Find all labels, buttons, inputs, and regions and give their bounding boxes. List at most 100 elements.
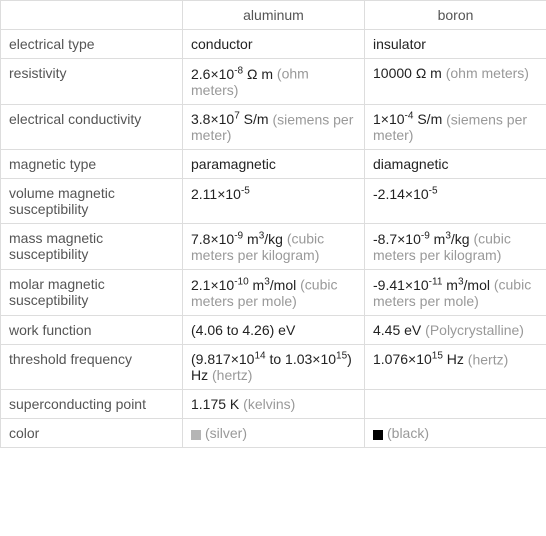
- unit-note: (Polycrystalline): [421, 322, 524, 338]
- tail: Ω m: [243, 66, 273, 82]
- exponent: -11: [429, 276, 443, 287]
- cell-boron-electrical-conductivity: 1×10-4 S/m (siemens per meter): [365, 104, 546, 150]
- base: 2.6×10: [191, 66, 234, 82]
- row-label-electrical-conductivity: electrical conductivity: [1, 104, 183, 150]
- tail: S/m: [240, 111, 269, 127]
- tail: Hz: [443, 351, 464, 367]
- unit-note: (ohm meters): [442, 65, 529, 81]
- table-row: threshold frequency (9.817×1014 to 1.03×…: [1, 344, 546, 390]
- base: 1.076×10: [373, 351, 432, 367]
- cell-boron-volume-magnetic-susceptibility: -2.14×10-5: [365, 179, 546, 224]
- unit-note: (kelvins): [239, 396, 295, 412]
- row-label-volume-magnetic-susceptibility: volume magnetic susceptibility: [1, 179, 183, 224]
- cell-value: 2.6×10-8 Ω m: [191, 66, 273, 82]
- properties-table: aluminum boron electrical type conductor…: [0, 0, 546, 448]
- header-blank: [1, 1, 183, 30]
- cell-value: 1.076×1015 Hz: [373, 351, 464, 367]
- cell-value: 3.8×107 S/m: [191, 111, 269, 127]
- base: 2.1×10: [191, 277, 234, 293]
- cell-value: 2.1×10-10 m3/mol: [191, 277, 296, 293]
- exponent: -10: [234, 276, 248, 287]
- base: -8.7×10: [373, 231, 421, 247]
- cell-value: (4.06 to 4.26) eV: [191, 322, 295, 338]
- base: 7.8×10: [191, 231, 234, 247]
- cell-value: -2.14×10-5: [373, 186, 438, 202]
- cell-aluminum-electrical-conductivity: 3.8×107 S/m (siemens per meter): [183, 104, 365, 150]
- row-label-magnetic-type: magnetic type: [1, 150, 183, 179]
- cell-value: 2.11×10-5: [191, 186, 250, 202]
- row-label-molar-magnetic-susceptibility: molar magnetic susceptibility: [1, 269, 183, 315]
- cell-boron-threshold-frequency: 1.076×1015 Hz (hertz): [365, 344, 546, 390]
- cell-value: 1×10-4 S/m: [373, 111, 442, 127]
- row-label-threshold-frequency: threshold frequency: [1, 344, 183, 390]
- cell-aluminum-superconducting-point: 1.175 K (kelvins): [183, 390, 365, 419]
- cell-aluminum-electrical-type: conductor: [183, 30, 365, 59]
- cell-value: 7.8×10-9 m3/kg: [191, 231, 283, 247]
- exponent: -8: [234, 65, 243, 76]
- cell-value: 10000 Ω m: [373, 65, 442, 81]
- cell-aluminum-magnetic-type: paramagnetic: [183, 150, 365, 179]
- range-open: (9.817×10: [191, 351, 254, 367]
- base: 1×10: [373, 111, 405, 127]
- cell-boron-magnetic-type: diamagnetic: [365, 150, 546, 179]
- cell-aluminum-molar-magnetic-susceptibility: 2.1×10-10 m3/mol (cubic meters per mole): [183, 269, 365, 315]
- tail: S/m: [413, 111, 442, 127]
- base: -9.41×10: [373, 277, 429, 293]
- cell-boron-resistivity: 10000 Ω m (ohm meters): [365, 59, 546, 105]
- cell-value: -9.41×10-11 m3/mol: [373, 277, 490, 293]
- exponent: -5: [429, 185, 438, 196]
- cell-aluminum-resistivity: 2.6×10-8 Ω m (ohm meters): [183, 59, 365, 105]
- unit-note: (hertz): [208, 367, 252, 383]
- cell-value: -8.7×10-9 m3/kg: [373, 231, 470, 247]
- cell-aluminum-threshold-frequency: (9.817×1014 to 1.03×1015) Hz (hertz): [183, 344, 365, 390]
- header-boron: boron: [365, 1, 546, 30]
- row-label-mass-magnetic-susceptibility: mass magnetic susceptibility: [1, 224, 183, 270]
- table-row: color (silver) (black): [1, 419, 546, 448]
- cell-value: diamagnetic: [373, 156, 449, 172]
- exponent: 15: [336, 351, 347, 362]
- exponent: -9: [421, 230, 430, 241]
- exponent: 15: [432, 351, 443, 362]
- color-swatch-icon: [191, 430, 201, 440]
- table-row: volume magnetic susceptibility 2.11×10-5…: [1, 179, 546, 224]
- cell-value: insulator: [373, 36, 426, 52]
- unit-base: m: [243, 231, 259, 247]
- table-row: magnetic type paramagnetic diamagnetic: [1, 150, 546, 179]
- base: 3.8×10: [191, 111, 234, 127]
- exponent: -9: [234, 230, 243, 241]
- table-row: mass magnetic susceptibility 7.8×10-9 m3…: [1, 224, 546, 270]
- cell-boron-work-function: 4.45 eV (Polycrystalline): [365, 315, 546, 344]
- row-label-color: color: [1, 419, 183, 448]
- base: -2.14×10: [373, 186, 429, 202]
- header-aluminum: aluminum: [183, 1, 365, 30]
- row-label-resistivity: resistivity: [1, 59, 183, 105]
- range-mid: to 1.03×10: [266, 351, 336, 367]
- cell-boron-superconducting-point: [365, 390, 546, 419]
- table-row: molar magnetic susceptibility 2.1×10-10 …: [1, 269, 546, 315]
- unit-base: m: [249, 277, 265, 293]
- cell-aluminum-work-function: (4.06 to 4.26) eV: [183, 315, 365, 344]
- unit-tail: /mol: [464, 277, 490, 293]
- table-row: work function (4.06 to 4.26) eV 4.45 eV …: [1, 315, 546, 344]
- cell-value: paramagnetic: [191, 156, 276, 172]
- cell-boron-mass-magnetic-susceptibility: -8.7×10-9 m3/kg (cubic meters per kilogr…: [365, 224, 546, 270]
- row-label-electrical-type: electrical type: [1, 30, 183, 59]
- cell-boron-color: (black): [365, 419, 546, 448]
- unit-tail: /kg: [264, 231, 283, 247]
- table-row: resistivity 2.6×10-8 Ω m (ohm meters) 10…: [1, 59, 546, 105]
- cell-value: conductor: [191, 36, 252, 52]
- row-label-work-function: work function: [1, 315, 183, 344]
- cell-aluminum-mass-magnetic-susceptibility: 7.8×10-9 m3/kg (cubic meters per kilogra…: [183, 224, 365, 270]
- color-label: (silver): [205, 425, 247, 441]
- base: 2.11×10: [191, 186, 241, 202]
- table-row: electrical conductivity 3.8×107 S/m (sie…: [1, 104, 546, 150]
- cell-value: 1.175 K: [191, 396, 239, 412]
- unit-base: m: [442, 277, 458, 293]
- cell-boron-electrical-type: insulator: [365, 30, 546, 59]
- unit-tail: /kg: [451, 231, 470, 247]
- exponent: -5: [241, 185, 250, 196]
- exponent: 14: [254, 351, 265, 362]
- unit-note: (hertz): [464, 351, 508, 367]
- cell-aluminum-volume-magnetic-susceptibility: 2.11×10-5: [183, 179, 365, 224]
- cell-aluminum-color: (silver): [183, 419, 365, 448]
